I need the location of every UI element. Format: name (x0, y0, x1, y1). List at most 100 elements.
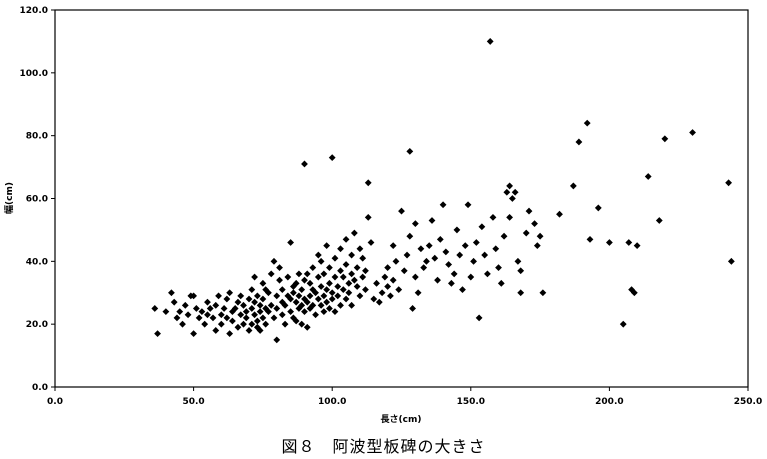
data-point (162, 308, 170, 315)
x-tick-label: 100.0 (318, 397, 346, 407)
data-point (459, 286, 466, 294)
data-point (281, 320, 289, 328)
data-points (151, 38, 735, 344)
data-point (253, 292, 261, 300)
y-tick-label: 80.0 (26, 132, 48, 142)
data-point (350, 276, 358, 284)
data-point (384, 283, 392, 290)
data-point (229, 317, 236, 325)
data-point (334, 283, 342, 290)
data-point (220, 305, 228, 312)
data-point (303, 323, 311, 331)
x-tick-label: 200.0 (595, 397, 623, 407)
data-point (508, 195, 516, 202)
data-point (492, 245, 500, 253)
data-point (439, 201, 447, 209)
data-point (517, 267, 525, 275)
data-point (334, 292, 342, 300)
data-point (484, 270, 491, 278)
data-point (342, 295, 350, 303)
data-point (190, 330, 197, 337)
data-point (256, 301, 264, 309)
data-point (206, 305, 214, 312)
data-point (215, 292, 222, 300)
y-tick-label: 60.0 (26, 195, 48, 205)
data-point (339, 273, 347, 281)
data-point (644, 173, 652, 180)
data-point (655, 217, 663, 224)
data-point (292, 279, 300, 287)
data-point (575, 138, 583, 146)
data-point (411, 273, 419, 281)
data-point (179, 320, 186, 328)
data-point (276, 264, 283, 272)
data-point (314, 273, 322, 281)
data-point (331, 254, 339, 262)
data-point (326, 264, 333, 272)
data-point (475, 314, 483, 322)
data-point (267, 270, 275, 278)
data-point (517, 289, 525, 297)
data-point (373, 279, 380, 287)
data-point (472, 239, 480, 246)
data-point (511, 188, 519, 196)
data-point (456, 251, 464, 259)
data-point (201, 320, 209, 328)
y-axis-ticks: 0.0 20.0 40.0 60.0 80.0 100.0 120.0 (20, 6, 55, 393)
data-point (298, 320, 306, 328)
data-point (345, 279, 353, 287)
data-point (583, 119, 591, 127)
data-point (198, 308, 206, 315)
data-point (259, 314, 267, 322)
data-point (320, 292, 328, 300)
data-point (450, 270, 458, 278)
data-point (362, 286, 369, 294)
y-tick-label: 20.0 (26, 320, 48, 330)
data-point (287, 239, 295, 246)
data-point (442, 248, 450, 256)
data-point (217, 320, 225, 328)
data-point (231, 305, 239, 312)
data-point (317, 257, 325, 265)
data-point (306, 279, 314, 287)
data-point (606, 239, 613, 246)
data-point (248, 320, 256, 328)
data-point (298, 301, 306, 309)
data-point (253, 317, 261, 325)
data-point (392, 257, 400, 265)
data-point (503, 188, 511, 196)
data-point (409, 305, 416, 312)
data-point (342, 235, 350, 243)
data-point (406, 147, 414, 155)
data-point (531, 220, 538, 228)
data-point (251, 311, 258, 319)
data-point (420, 264, 428, 272)
data-point (461, 242, 469, 250)
data-point (242, 314, 250, 322)
y-tick-label: 40.0 (26, 257, 48, 267)
data-point (522, 229, 530, 237)
data-point (370, 295, 378, 303)
data-point (234, 323, 242, 331)
data-point (176, 308, 184, 315)
data-point (226, 289, 234, 297)
data-point (339, 286, 347, 294)
data-point (525, 207, 533, 215)
data-point (489, 213, 497, 221)
data-point (251, 298, 258, 306)
data-point (337, 301, 344, 309)
data-point (411, 220, 419, 228)
data-point (362, 267, 369, 275)
data-point (506, 182, 514, 190)
data-point (367, 239, 375, 246)
data-point (539, 289, 547, 297)
data-point (428, 217, 436, 224)
x-axis-title: 長さ(cm) (381, 414, 422, 425)
data-point (237, 311, 245, 319)
data-point (190, 292, 197, 300)
data-point (431, 254, 439, 262)
data-point (240, 301, 247, 309)
data-point (259, 295, 267, 303)
x-tick-label: 150.0 (457, 397, 485, 407)
data-point (389, 242, 397, 250)
